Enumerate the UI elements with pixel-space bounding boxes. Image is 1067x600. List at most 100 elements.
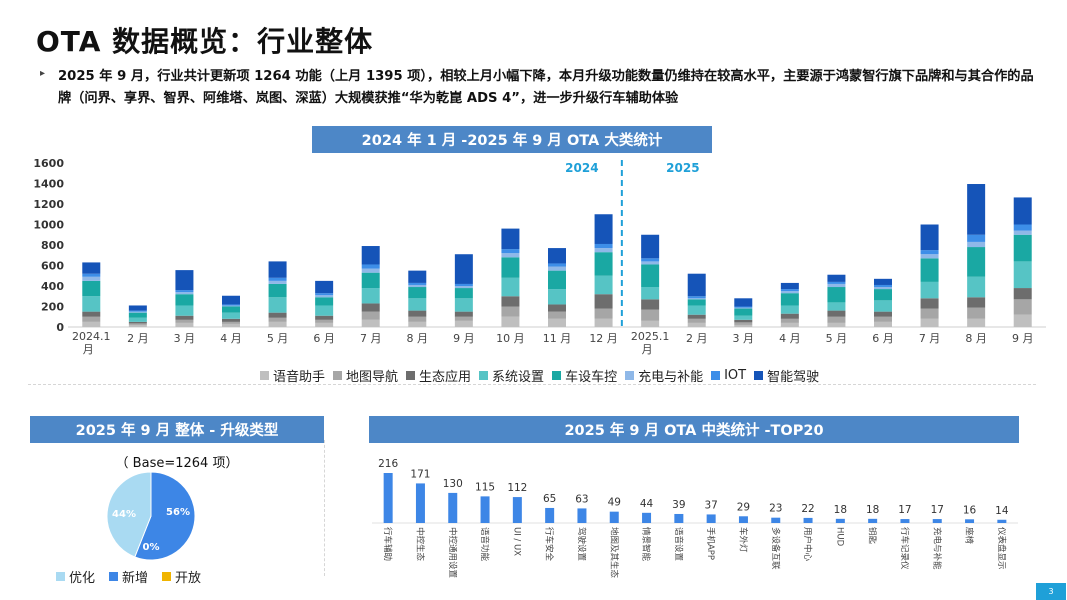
stacked-bar-segment — [82, 280, 101, 297]
x-tick-label: 中控生态 — [414, 527, 425, 562]
top20-bar-chart: 216 行车辅助 171 中控生态 130 中控通用设置 115 语音功能 112 UI / UX… — [372, 458, 1018, 579]
bar-value-label: 65 — [543, 493, 556, 505]
stacked-bar-segment — [874, 278, 892, 285]
x-tick-label: 充电与补能 — [931, 527, 942, 570]
pie-value-label: 0% — [143, 542, 160, 553]
bar-value-label: 18 — [866, 504, 879, 516]
stacked-bar-segment — [454, 254, 473, 284]
stacked-bar-segment — [920, 308, 939, 319]
stacked-bar-segment — [687, 273, 706, 297]
x-tick-label: 8 月 — [965, 332, 987, 345]
top20-bar — [803, 517, 813, 523]
stacked-bar-segment — [687, 298, 706, 300]
stacked-bar-segment — [967, 247, 986, 277]
top20-bar — [448, 492, 458, 523]
stacked-bar-segment — [827, 287, 846, 303]
top20-bar — [480, 496, 490, 523]
stacked-bar-segment — [315, 280, 334, 294]
stacked-bar-segment — [501, 249, 520, 254]
top20-bar — [706, 514, 716, 523]
legend-swatch — [625, 371, 635, 380]
legend-item: IOT — [711, 368, 746, 383]
stacked-bar-segment — [967, 297, 986, 308]
stacked-bar-segment — [315, 319, 334, 323]
stacked-bar-segment — [548, 266, 566, 271]
stacked-bar-segment — [594, 214, 613, 244]
y-tick-label: 1400 — [33, 178, 64, 191]
stacked-bar-segment — [548, 263, 566, 267]
x-tick-label: 5 月 — [826, 332, 848, 345]
stacked-bar-segment — [1013, 261, 1032, 289]
stacked-bar-segment — [687, 299, 706, 306]
stacked-bar-segment — [594, 308, 613, 319]
bar-value-label: 171 — [410, 468, 430, 480]
stacked-bar-segment — [874, 316, 892, 322]
stacked-bar-segment — [175, 319, 194, 323]
stacked-bar-segment — [315, 322, 334, 327]
stacked-bar-segment — [967, 276, 986, 298]
top20-bar — [738, 516, 748, 523]
vertical-divider — [324, 440, 325, 576]
y-tick-label: 400 — [41, 280, 64, 293]
stacked-bar-segment — [361, 311, 380, 320]
stacked-bar-segment — [594, 252, 613, 276]
stacked-bar-segment — [734, 322, 753, 325]
pie-chart-legend: 优化 新增 开放 — [56, 567, 215, 586]
stacked-bar-segment — [641, 299, 660, 310]
stacked-bar-segment — [128, 311, 147, 313]
stacked-bar-segment — [548, 311, 566, 319]
stacked-bar-segment — [780, 291, 799, 294]
bullet-icon: ▸ — [40, 68, 46, 79]
legend-item: 车设车控 — [552, 366, 617, 385]
y-tick-label: 1000 — [33, 219, 64, 232]
legend-label: 充电与补能 — [638, 370, 704, 385]
stacked-bar-segment — [454, 311, 473, 317]
bar-value-label: 18 — [834, 504, 847, 516]
bar-value-label: 216 — [378, 458, 398, 470]
stacked-bar-segment — [82, 311, 101, 317]
stacked-bar-segment — [408, 270, 427, 283]
x-tick-label: 用户中心 — [802, 527, 813, 562]
stacked-bar-segment — [82, 296, 101, 312]
stacked-bar-segment — [1013, 314, 1032, 327]
stacked-bar-segment — [501, 316, 520, 327]
x-tick-label: 5 月 — [267, 332, 289, 345]
stacked-bar-segment — [268, 312, 287, 318]
stacked-bar-segment — [175, 294, 194, 306]
stacked-bar-segment — [222, 306, 240, 313]
top20-bar — [545, 507, 555, 523]
stacked-bar-segment — [361, 288, 380, 304]
stacked-bar-segment — [548, 270, 566, 290]
x-tick-label: 3 月 — [174, 332, 196, 345]
stacked-bar-segment — [1013, 197, 1032, 225]
stacked-bar-segment — [548, 248, 566, 264]
stacked-bar-segment — [268, 277, 287, 281]
x-tick-label: 2024.1 月 — [72, 330, 111, 356]
stacked-bar-segment — [548, 304, 566, 312]
top20-bar — [642, 512, 652, 523]
x-tick-label: 11 月 — [543, 332, 572, 345]
main-stacked-bar-chart: 0 200 400 600 800 1000 1200 1400 1600 2024.1 月 2 月 3… — [33, 157, 1046, 356]
x-tick-label: 2025.1 月 — [631, 330, 670, 356]
x-tick-label: 7 月 — [360, 332, 382, 345]
legend-swatch — [56, 572, 65, 581]
stacked-bar-segment — [128, 310, 147, 312]
stacked-bar-segment — [501, 277, 520, 297]
stacked-bar-segment — [315, 315, 334, 320]
x-tick-label: 行车记录仪 — [899, 527, 910, 570]
bar-value-label: 37 — [704, 499, 717, 511]
year-label-2025: 2025 — [666, 161, 699, 175]
legend-label: 智能驾驶 — [767, 370, 820, 385]
legend-label: 地图导航 — [346, 370, 399, 385]
x-tick-label: 地图及其生态 — [608, 527, 619, 579]
stacked-bar-segment — [827, 274, 846, 282]
x-tick-label: 9 月 — [1012, 332, 1034, 345]
stacked-bar-segment — [1013, 224, 1032, 231]
legend-label: 生态应用 — [419, 370, 472, 385]
stacked-bar-segment — [967, 318, 986, 327]
stacked-bar-segment — [454, 298, 473, 312]
legend-swatch — [711, 371, 721, 380]
legend-item: 充电与补能 — [625, 366, 703, 385]
x-tick-label: HUD — [834, 527, 844, 547]
stacked-bar-segment — [687, 305, 706, 315]
